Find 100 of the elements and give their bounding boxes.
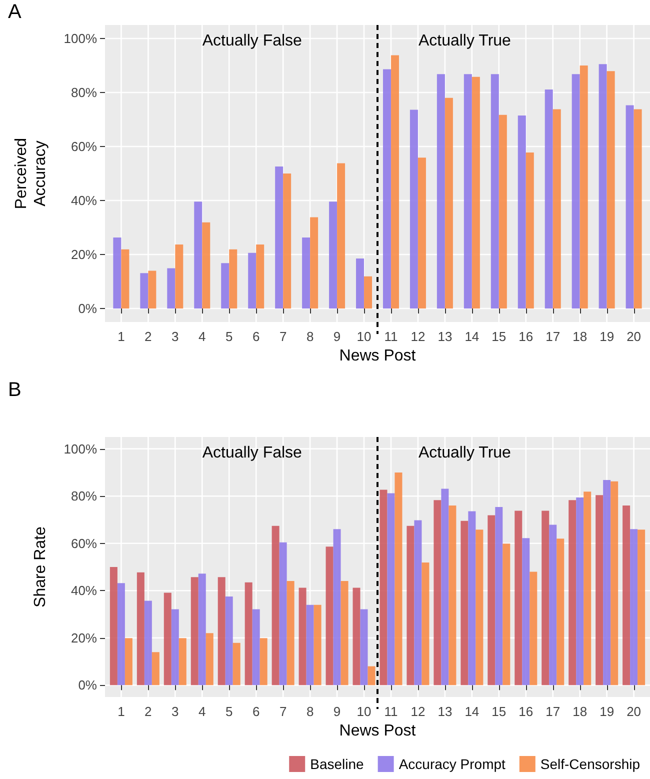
bar [298,588,306,686]
bar [488,515,496,686]
bar [606,71,615,308]
bar [576,498,584,686]
bar [542,510,550,686]
x-tick-label: 10 [356,329,372,344]
bar [352,588,360,686]
bar [202,222,210,308]
x-tick-label: 4 [198,704,206,719]
bar [572,74,580,308]
x-tick-label: 8 [306,704,314,719]
bar [368,666,376,686]
bar [495,506,503,686]
x-tick-label: 3 [172,329,179,344]
bar [310,217,318,308]
bar [441,488,449,686]
bar [626,105,634,308]
bar [329,202,338,308]
bar [406,526,414,686]
bar [302,237,310,308]
bar [333,529,341,686]
bar [448,506,456,686]
bar [549,524,557,686]
bar [110,567,118,686]
bar [167,268,176,308]
annotation: Actually False [202,32,302,50]
bar [556,538,564,686]
bar [314,604,322,686]
y-tick-label: 60% [70,536,98,551]
bar [225,596,233,686]
x-tick-label: 6 [252,704,260,719]
bar [244,582,252,686]
bar [568,500,576,686]
x-tick-label: 14 [464,704,480,719]
bar [326,546,334,686]
bar [464,74,472,308]
bar [410,110,418,308]
text: B [8,379,22,401]
bar [286,580,294,686]
annotation: Actually True [418,32,512,50]
annotation: Actually True [418,444,512,462]
bar [460,520,468,686]
bar [178,638,186,686]
x-tick-label: 20 [626,329,642,344]
y-tick-label: 80% [70,488,98,504]
bar [584,492,592,686]
bar [380,490,388,686]
bar [518,115,526,308]
bar [113,237,122,308]
y-tick-label: 40% [70,193,98,208]
y-axis-title: Perceived Accuracy [13,138,49,210]
bar [544,90,553,308]
bar [603,480,611,686]
bar [476,530,484,686]
bar [598,64,607,308]
bar [610,481,618,686]
bar [514,510,522,686]
bar [272,526,280,686]
x-tick-label: 5 [225,329,233,344]
bar [194,202,202,308]
bar [630,529,638,686]
bar [498,114,507,308]
bar [229,249,238,308]
x-tick-label: 12 [410,329,426,344]
x-tick-label: 2 [144,704,152,719]
legend-label: Baseline [310,756,364,772]
bar [306,604,314,686]
bar [444,98,453,308]
legend-label: Accuracy Prompt [398,756,506,772]
bar [252,609,260,686]
bar [206,633,214,686]
x-tick-label: 5 [225,704,233,719]
bar [530,572,538,686]
y-tick-label: 60% [70,139,98,154]
x-tick-label: 11 [384,704,398,719]
x-tick-label: 15 [492,704,506,719]
x-tick-label: 1 [118,329,125,344]
bar [522,538,530,686]
x-tick-label: 4 [198,329,206,344]
text: A [8,1,22,23]
y-tick-label: 100% [64,441,98,456]
bar [634,109,642,308]
bar [638,530,646,686]
bar [502,544,510,686]
x-tick-label: 9 [333,329,341,344]
bar [256,244,264,308]
bar [148,270,156,308]
bar [390,55,399,308]
x-tick-label: 13 [438,704,452,719]
bar [136,572,144,686]
bar [248,252,256,308]
y-tick-label: 20% [70,630,98,646]
x-tick-label: 12 [410,704,426,719]
bar [472,76,480,308]
x-tick-label: 7 [279,329,287,344]
bar [394,472,402,686]
y-tick-label: 0% [78,678,98,693]
bar [422,562,430,686]
annotation: Actually False [202,444,302,462]
bar [552,109,561,308]
